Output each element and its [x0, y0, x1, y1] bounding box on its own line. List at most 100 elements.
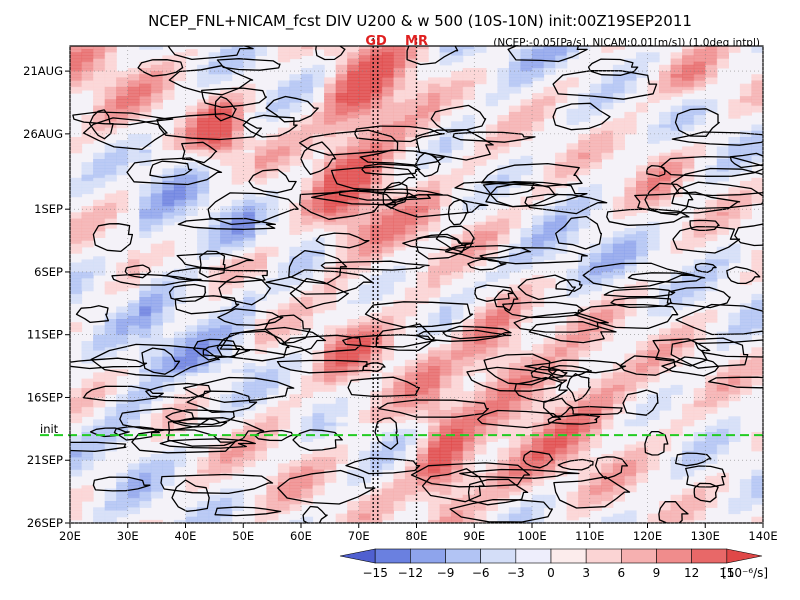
field-cell	[589, 93, 602, 97]
field-cell	[150, 209, 163, 213]
field-cell	[139, 400, 152, 405]
field-cell	[693, 64, 706, 69]
field-cell	[404, 111, 418, 116]
field-cell	[93, 375, 106, 380]
field-cell	[624, 265, 637, 270]
field-cell	[508, 130, 522, 135]
field-cell	[428, 438, 441, 442]
field-cell	[393, 137, 406, 141]
field-cell	[670, 334, 683, 339]
field-cell	[139, 64, 152, 69]
field-cell	[139, 309, 152, 314]
field-cell	[728, 334, 741, 339]
field-cell	[370, 359, 383, 364]
field-cell	[104, 422, 117, 427]
field-cell	[612, 271, 625, 276]
field-cell	[624, 381, 637, 386]
field-cell	[185, 350, 198, 355]
field-cell	[566, 334, 579, 339]
field-cell	[612, 80, 625, 85]
field-cell	[589, 287, 602, 292]
field-cell	[324, 93, 337, 97]
field-cell	[682, 168, 695, 173]
field-cell	[139, 369, 152, 373]
field-cell	[451, 71, 464, 75]
field-cell	[150, 397, 163, 402]
field-cell	[532, 344, 545, 348]
field-cell	[636, 105, 649, 110]
field-cell	[428, 403, 441, 408]
field-cell	[682, 275, 695, 279]
field-cell	[497, 394, 510, 398]
field-cell	[532, 416, 545, 420]
field-cell	[474, 49, 487, 53]
field-cell	[289, 221, 302, 226]
field-cell	[208, 99, 221, 103]
field-cell	[266, 196, 279, 201]
field-cell	[185, 184, 198, 188]
field-cell	[439, 419, 452, 424]
field-cell	[93, 74, 106, 78]
field-cell	[508, 143, 522, 147]
field-cell	[659, 347, 672, 351]
field-cell	[428, 381, 441, 386]
field-cell	[485, 275, 498, 279]
field-cell	[139, 300, 152, 304]
field-cell	[93, 428, 106, 433]
field-cell	[716, 428, 729, 433]
field-cell	[104, 319, 117, 323]
field-cell	[208, 369, 221, 373]
field-cell	[520, 46, 533, 50]
field-cell	[370, 89, 383, 94]
field-cell	[474, 77, 487, 82]
field-cell	[428, 363, 441, 367]
field-cell	[497, 80, 510, 85]
field-cell	[220, 221, 233, 226]
field-cell	[150, 293, 163, 298]
field-cell	[324, 228, 337, 232]
field-cell	[682, 237, 695, 242]
field-cell	[555, 52, 568, 56]
field-cell	[70, 237, 83, 242]
field-cell	[370, 325, 383, 329]
field-cell	[93, 356, 106, 361]
field-cell	[393, 315, 406, 320]
field-cell	[370, 228, 383, 232]
field-cell	[301, 52, 314, 56]
field-cell	[162, 190, 175, 195]
field-cell	[508, 416, 522, 420]
field-cell	[555, 180, 568, 185]
field-cell	[150, 212, 163, 216]
field-cell	[716, 52, 729, 56]
field-cell	[185, 275, 198, 279]
field-cell	[659, 115, 672, 119]
field-cell	[208, 331, 221, 336]
field-cell	[485, 381, 498, 386]
field-cell	[428, 347, 441, 351]
field-cell	[335, 347, 348, 351]
field-cell	[139, 102, 152, 107]
field-cell	[70, 212, 83, 216]
field-cell	[208, 146, 221, 151]
field-cell	[173, 180, 187, 185]
field-cell	[81, 52, 94, 56]
field-cell	[347, 99, 360, 103]
field-cell	[705, 256, 718, 260]
field-cell	[670, 159, 683, 163]
field-cell	[416, 369, 429, 373]
field-cell	[497, 127, 510, 132]
field-cell	[254, 293, 267, 298]
field-cell	[624, 293, 637, 298]
field-cell	[485, 177, 498, 182]
field-cell	[543, 231, 556, 235]
field-cell	[451, 422, 464, 427]
field-cell	[197, 366, 210, 370]
field-cell	[532, 237, 545, 242]
field-cell	[416, 165, 429, 169]
field-cell	[474, 328, 487, 333]
field-cell	[381, 168, 394, 173]
field-cell	[659, 312, 672, 317]
field-cell	[208, 287, 221, 292]
field-cell	[739, 215, 752, 220]
field-cell	[659, 80, 672, 85]
